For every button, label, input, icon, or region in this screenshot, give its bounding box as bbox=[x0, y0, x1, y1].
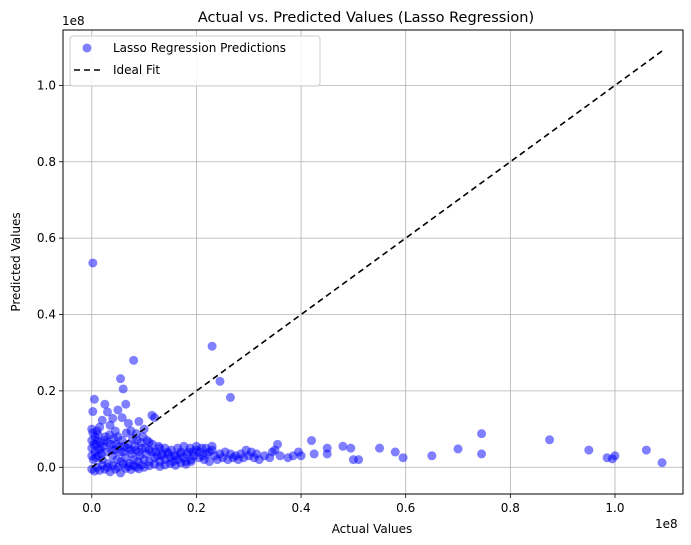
scatter-point bbox=[322, 443, 332, 453]
scatter-point bbox=[113, 405, 123, 415]
scatter-point bbox=[123, 418, 133, 428]
scatter-point bbox=[346, 443, 356, 453]
y-tick-label: 0.6 bbox=[37, 231, 56, 245]
scatter-point bbox=[584, 445, 594, 455]
x-tick-label: 0.2 bbox=[187, 501, 206, 515]
scatter-point bbox=[390, 447, 400, 457]
scatter-point bbox=[117, 413, 127, 423]
scatter-point bbox=[375, 443, 385, 453]
scatter-point bbox=[150, 413, 160, 423]
scatter-point bbox=[275, 451, 285, 461]
scatter-point bbox=[309, 449, 319, 459]
y-offset-label: 1e8 bbox=[62, 14, 85, 28]
scatter-point bbox=[118, 384, 128, 394]
scatter-point bbox=[88, 258, 98, 268]
x-axis-label: Actual Values bbox=[332, 522, 413, 536]
chart-title: Actual vs. Predicted Values (Lasso Regre… bbox=[198, 10, 534, 26]
scatter-point bbox=[398, 453, 408, 463]
grid bbox=[63, 30, 683, 494]
scatter-point bbox=[296, 451, 306, 461]
scatter-points bbox=[87, 258, 667, 478]
scatter-point bbox=[121, 399, 131, 409]
scatter-point bbox=[121, 428, 131, 438]
x-tick-label: 0.4 bbox=[292, 501, 311, 515]
y-tick-label: 0.8 bbox=[37, 155, 56, 169]
scatter-point bbox=[225, 392, 235, 402]
scatter-point bbox=[273, 439, 283, 449]
x-tick-label: 0.6 bbox=[396, 501, 415, 515]
scatter-point bbox=[657, 458, 667, 468]
axis-ticks: 0.0 0.2 0.4 0.6 0.8 1.0 0.0 0.2 0.4 0.6 0.8 1.0 bbox=[37, 78, 625, 515]
scatter-point bbox=[105, 420, 115, 430]
scatter-point bbox=[453, 444, 463, 454]
legend-label-predictions: Lasso Regression Predictions bbox=[113, 41, 286, 55]
scatter-point bbox=[102, 407, 112, 417]
scatter-point bbox=[427, 451, 437, 461]
y-axis-label: Predicted Values bbox=[9, 212, 23, 311]
scatter-point bbox=[116, 374, 126, 384]
legend-box bbox=[69, 35, 321, 87]
legend: Lasso Regression Predictions Ideal Fit bbox=[69, 35, 321, 87]
scatter-point bbox=[641, 445, 651, 455]
scatter-point bbox=[97, 415, 107, 425]
x-tick-label: 1.0 bbox=[605, 501, 624, 515]
scatter-point bbox=[95, 422, 105, 432]
scatter-point bbox=[207, 341, 217, 351]
scatter-point bbox=[96, 449, 106, 459]
scatter-point bbox=[207, 441, 217, 451]
scatter-point bbox=[186, 457, 196, 467]
x-tick-label: 0.8 bbox=[501, 501, 520, 515]
ideal-fit-line bbox=[91, 50, 663, 468]
scatter-point bbox=[545, 435, 555, 445]
scatter-point bbox=[477, 429, 487, 439]
x-tick-label: 0.0 bbox=[82, 501, 101, 515]
y-tick-label: 0.0 bbox=[37, 460, 56, 474]
x-offset-label: 1e8 bbox=[655, 517, 678, 531]
scatter-point bbox=[89, 394, 99, 404]
legend-scatter-marker bbox=[82, 43, 92, 53]
y-tick-label: 1.0 bbox=[37, 78, 56, 92]
legend-label-ideal: Ideal Fit bbox=[113, 63, 160, 77]
scatter-point bbox=[204, 457, 214, 467]
scatter-point bbox=[129, 355, 139, 365]
scatter-point bbox=[93, 430, 103, 440]
scatter-point bbox=[215, 376, 225, 386]
scatter-point bbox=[307, 436, 317, 446]
scatter-point bbox=[134, 416, 144, 426]
y-tick-label: 0.4 bbox=[37, 308, 56, 322]
scatter-point bbox=[108, 413, 118, 423]
scatter-point bbox=[610, 451, 620, 461]
y-tick-label: 0.2 bbox=[37, 384, 56, 398]
scatter-point bbox=[100, 399, 110, 409]
scatter-point bbox=[477, 449, 487, 459]
scatter-point bbox=[354, 455, 364, 465]
scatter-point bbox=[88, 407, 98, 417]
plot-area-frame bbox=[62, 29, 684, 495]
scatter-point bbox=[338, 441, 348, 451]
